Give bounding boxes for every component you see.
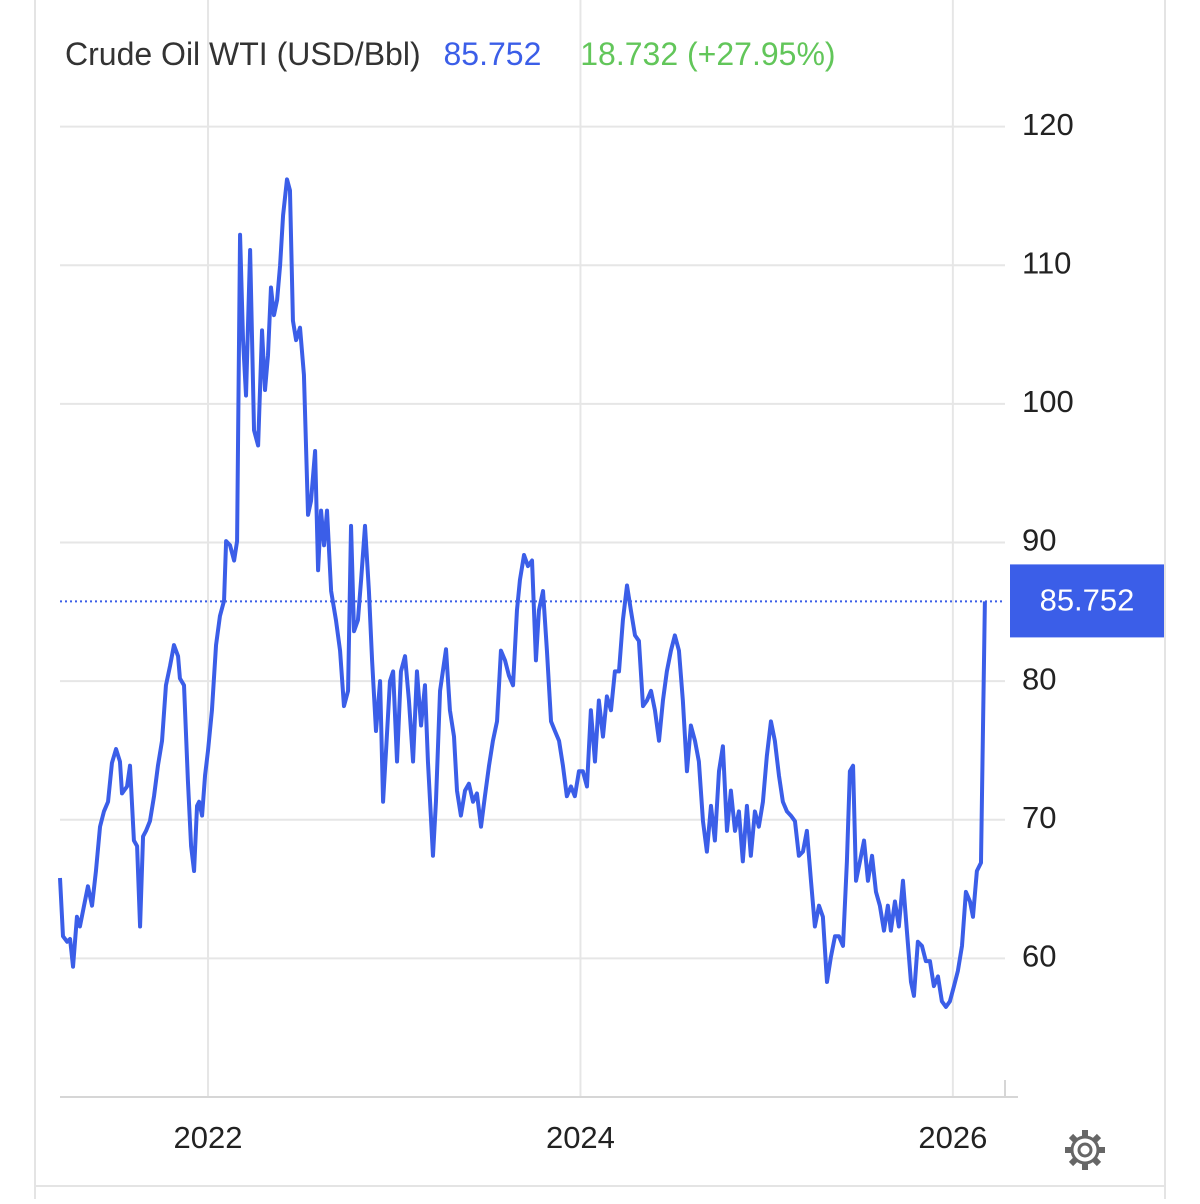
y-tick-label: 90 (1022, 523, 1056, 558)
y-tick-label: 60 (1022, 939, 1056, 974)
y-tick-label: 110 (1022, 245, 1071, 280)
y-tick-label: 120 (1022, 107, 1074, 142)
plot (58, 177, 1005, 1009)
title-name: Crude Oil WTI (USD/Bbl) (65, 36, 421, 72)
title-change: 18.732 (+27.95%) (580, 36, 835, 72)
last-value-label: 85.752 (1040, 583, 1135, 618)
last-value-box (1010, 564, 1164, 638)
title-price: 85.752 (443, 36, 541, 72)
x-tick-label: 2024 (546, 1120, 615, 1155)
y-tick-label: 100 (1022, 384, 1074, 419)
price-line (58, 177, 987, 1009)
grid (60, 0, 1005, 1097)
x-tick-label: 2022 (174, 1120, 243, 1155)
title: Crude Oil WTI (USD/Bbl) 85.752 18.732 (+… (65, 36, 836, 72)
y-tick-label: 70 (1022, 800, 1056, 835)
y-tick-label: 80 (1022, 661, 1056, 696)
settings-icon[interactable] (1065, 1130, 1105, 1170)
gear-hub (1077, 1142, 1093, 1158)
x-tick-label: 2026 (918, 1120, 987, 1155)
gear-teeth (1065, 1130, 1105, 1170)
